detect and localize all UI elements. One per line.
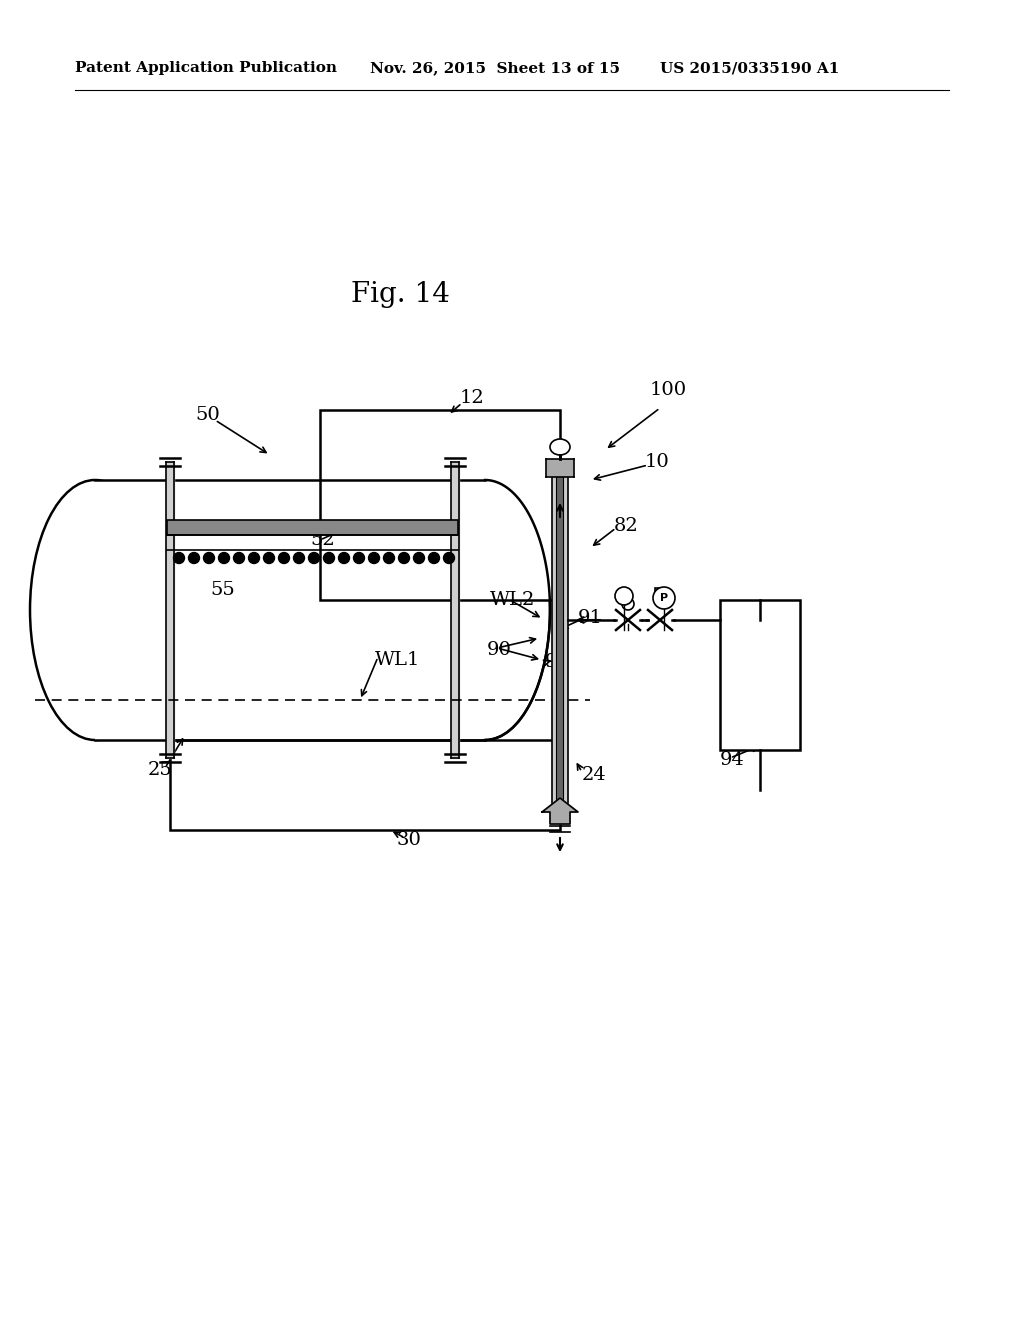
Bar <box>546 459 574 477</box>
Text: Fig. 14: Fig. 14 <box>350 281 450 309</box>
Text: 55: 55 <box>210 581 234 599</box>
Ellipse shape <box>550 440 570 455</box>
Circle shape <box>324 553 335 564</box>
Text: 52: 52 <box>310 531 335 549</box>
Text: 50: 50 <box>195 407 220 424</box>
Circle shape <box>353 553 365 564</box>
Ellipse shape <box>420 480 550 741</box>
Text: WL1: WL1 <box>375 651 421 669</box>
Bar <box>655 587 665 598</box>
Text: 91: 91 <box>578 609 603 627</box>
Circle shape <box>204 553 214 564</box>
Bar <box>319 411 560 601</box>
Circle shape <box>308 553 319 564</box>
Text: 30: 30 <box>397 832 422 849</box>
Text: 24: 24 <box>582 766 607 784</box>
Text: 100: 100 <box>650 381 687 399</box>
Polygon shape <box>542 799 578 824</box>
Text: 25: 25 <box>148 762 173 779</box>
Text: 10: 10 <box>645 453 670 471</box>
Circle shape <box>398 553 410 564</box>
Circle shape <box>294 553 304 564</box>
Circle shape <box>653 587 675 609</box>
Bar <box>95 480 485 741</box>
Circle shape <box>443 553 455 564</box>
Text: 12: 12 <box>460 389 484 407</box>
Circle shape <box>339 553 349 564</box>
Bar <box>557 465 564 820</box>
Circle shape <box>173 553 184 564</box>
Text: Patent Application Publication: Patent Application Publication <box>75 61 337 75</box>
Text: 90: 90 <box>487 642 512 659</box>
Bar <box>552 465 568 820</box>
Bar <box>720 601 800 750</box>
Bar <box>167 520 458 535</box>
Bar <box>170 741 560 830</box>
Text: P: P <box>659 593 668 603</box>
Circle shape <box>414 553 425 564</box>
Circle shape <box>428 553 439 564</box>
Text: 94: 94 <box>720 751 744 770</box>
Text: WL2: WL2 <box>490 591 536 609</box>
Bar <box>95 480 485 741</box>
Circle shape <box>218 553 229 564</box>
Circle shape <box>622 598 634 610</box>
Circle shape <box>279 553 290 564</box>
Circle shape <box>615 587 633 605</box>
Text: Nov. 26, 2015  Sheet 13 of 15: Nov. 26, 2015 Sheet 13 of 15 <box>370 61 620 75</box>
Circle shape <box>369 553 380 564</box>
Text: 92: 92 <box>545 653 570 671</box>
Text: 82: 82 <box>614 517 639 535</box>
Circle shape <box>263 553 274 564</box>
Circle shape <box>188 553 200 564</box>
Ellipse shape <box>30 480 160 741</box>
Circle shape <box>249 553 259 564</box>
Circle shape <box>384 553 394 564</box>
Circle shape <box>233 553 245 564</box>
Text: US 2015/0335190 A1: US 2015/0335190 A1 <box>660 61 840 75</box>
